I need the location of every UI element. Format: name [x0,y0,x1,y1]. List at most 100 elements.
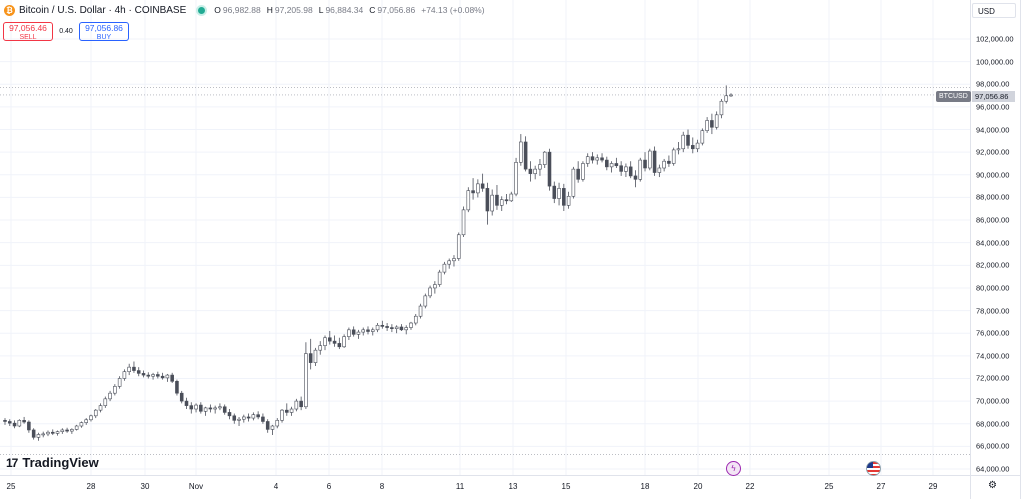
trade-panel: 97,056.46 SELL 0.40 97,056.86 BUY [3,22,129,41]
high-value: 97,205.98 [274,5,313,15]
candlestick-chart[interactable] [0,0,970,475]
time-axis-label: 29 [928,482,938,491]
time-axis-label: 15 [561,482,571,491]
candle-up [218,406,222,409]
candle-up [700,130,705,144]
candle-up [70,429,74,432]
tradingview-logo[interactable]: 17 TradingView [6,455,99,470]
time-axis-label: 8 [379,482,385,491]
candle-up [89,415,93,421]
candle-down [160,375,165,379]
candle-down [485,188,490,212]
candle-up [36,434,41,438]
candle-down [189,405,194,410]
price-axis-label: 102,000.00 [976,34,1014,44]
candle-up [84,419,88,423]
buy-price: 97,056.86 [85,23,123,33]
last-price-tag: 97,056.86 [972,91,1015,102]
open-value: 96,982.88 [222,5,261,15]
candle-up [428,287,432,297]
candle-up [304,353,308,408]
price-axis-label: 74,000.00 [976,351,1010,361]
candle-up [499,199,504,206]
bitcoin-icon: ₿ [4,4,15,16]
close-label: C [369,5,376,15]
candle-up [433,284,437,289]
time-axis-label: 11 [455,482,465,491]
candle-up [79,422,84,427]
candle-down [590,156,595,161]
candle-up [681,134,686,150]
candle-down [576,168,580,180]
price-axis[interactable]: 102,000.00 100,000.00 98,000.00 96,000.00 94… [972,0,1020,475]
candle-up [533,168,537,174]
candle-up [108,392,112,400]
candle-down [691,145,695,150]
candle-down [619,165,623,172]
candle-down [399,326,404,331]
candle-up [122,371,127,379]
ohlc-readout: O 96,982.88 H 97,205.98 L 96,884.34 C 97,056… [214,5,484,15]
candle-up [714,114,719,128]
gear-icon[interactable]: ⚙ [988,480,997,491]
candle-down [256,414,260,418]
candle-down [132,366,136,371]
candle-down [22,420,26,423]
candle-up [657,167,662,173]
symbol-title[interactable]: Bitcoin / U.S. Dollar · 4h · COINBASE [19,4,187,16]
candle-down [628,166,633,177]
sell-button[interactable]: 97,056.46 SELL [3,22,53,41]
candle-up [203,407,208,412]
candle-up [461,209,466,236]
candle-down [199,404,203,412]
candle-up [323,337,327,346]
candle-up [270,425,275,430]
candle-down [614,163,619,167]
lightning-event-icon[interactable]: ϟ [726,461,741,476]
time-axis-label: 13 [508,482,518,491]
time-axis-label: 30 [140,482,150,491]
candle-up [280,409,284,421]
candle-down [156,374,160,377]
close-value: 97,056.86 [377,5,416,15]
time-axis[interactable]: 25 28 30 Nov 4 6 8 11 13 15 18 20 22 25 27 29 [0,476,970,496]
candle-up [342,336,346,348]
price-axis-label: 72,000.00 [976,373,1010,383]
currency-select[interactable]: USD [972,3,1016,18]
price-axis-label: 90,000.00 [976,170,1010,180]
candle-up [624,166,628,172]
candle-up [17,420,22,427]
price-axis-label: 98,000.00 [976,79,1010,89]
candle-up [294,400,299,410]
candle-up [117,378,122,387]
market-open-indicator[interactable] [198,6,206,14]
candle-down [652,150,657,173]
candle-down [667,160,671,164]
price-axis-label: 94,000.00 [976,125,1010,135]
high-label: H [266,5,273,15]
candle-up [213,407,217,410]
candle-up [724,95,729,102]
sell-label: SELL [19,34,37,41]
candle-up [638,159,643,180]
candle-up [41,433,45,436]
time-axis-label: 20 [693,482,703,491]
tradingview-logo-mark: 17 [6,455,18,470]
candle-up [509,193,514,202]
time-axis-divider [0,475,1020,476]
price-axis-label: 66,000.00 [976,441,1010,451]
candle-up [571,168,576,197]
candle-down [600,157,604,161]
ticker-tag: BTCUSD [936,91,971,102]
candle-up [466,190,471,211]
right-toolbar-strip [1020,0,1024,499]
candle-down [261,416,265,422]
candle-up [93,409,98,417]
buy-button[interactable]: 97,056.86 BUY [79,22,129,41]
candle-up [46,431,50,435]
candle-up [676,148,681,151]
us-flag-event-icon[interactable] [866,461,881,476]
candle-down [351,329,356,335]
candle-down [27,421,31,431]
